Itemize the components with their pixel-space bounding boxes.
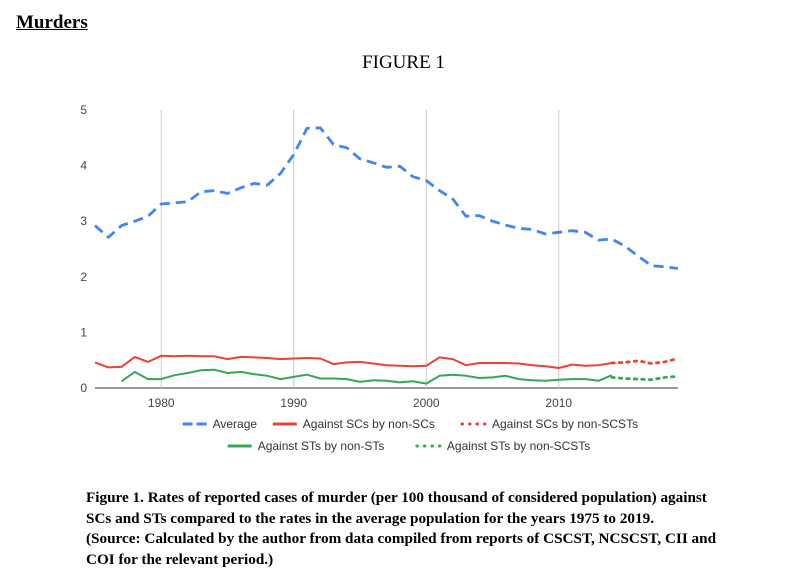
x-tick-label-1990: 1990 — [280, 396, 307, 410]
legend-item-against-scs-by-non-scs: Against SCs by non-SCs — [272, 417, 435, 431]
chart-grid — [95, 110, 678, 389]
legend-item-against-scs-by-non-scsts: Against SCs by non-SCSTs — [460, 417, 638, 431]
series-line-average — [94, 126, 679, 270]
caption-line-2: SCs and STs compared to the rates in the… — [86, 509, 654, 527]
x-tick-label-2010: 2010 — [545, 396, 572, 410]
section-heading: Murders — [16, 12, 88, 33]
figure-caption: Figure 1. Rates of reported cases of mur… — [86, 488, 786, 570]
x-tick-label-2000: 2000 — [413, 396, 440, 410]
legend-label-against-scs-by-non-scs: Against SCs by non-SCs — [303, 417, 435, 431]
caption-line-3: (Source: Calculated by the author from d… — [86, 530, 717, 547]
y-tick-label-4: 4 — [80, 159, 87, 173]
series-line-against-scs-by-non-scsts — [610, 357, 680, 365]
chart-legend: Average Against SCs by non-SCs Against SCs… — [182, 417, 638, 453]
y-tick-label-3: 3 — [80, 214, 87, 228]
series-line-against-sts-by-non-scsts — [610, 374, 680, 382]
legend-item-average: Average — [182, 417, 258, 431]
legend-label-against-scs-by-non-scsts: Against SCs by non-SCSTs — [492, 417, 638, 431]
chart-series — [94, 126, 680, 385]
legend-label-against-sts-by-non-scsts: Against STs by non-SCSTs — [447, 439, 590, 453]
y-axis-ticks: 0 1 2 3 4 5 — [80, 103, 87, 395]
y-tick-label-1: 1 — [80, 325, 87, 339]
series-line-against-sts-by-non-sts — [120, 368, 613, 385]
y-tick-label-5: 5 — [80, 103, 87, 117]
legend-label-against-sts-by-non-sts: Against STs by non-STs — [258, 439, 385, 453]
y-tick-label-2: 2 — [80, 270, 87, 284]
series-line-against-scs-by-non-scs — [94, 354, 612, 369]
caption-line-4: COI for the relevant period.) — [86, 550, 274, 568]
figure-title: FIGURE 1 — [362, 52, 445, 73]
y-tick-label-0: 0 — [80, 381, 87, 395]
legend-label-average: Average — [213, 417, 258, 431]
legend-item-against-sts-by-non-sts: Against STs by non-STs — [227, 439, 385, 453]
legend-item-against-sts-by-non-scsts: Against STs by non-SCSTs — [415, 439, 590, 453]
x-tick-label-1980: 1980 — [148, 396, 175, 410]
caption-line-1: Figure 1. Rates of reported cases of mur… — [86, 489, 707, 506]
x-axis-ticks: 1980 1990 2000 2010 — [148, 396, 573, 410]
